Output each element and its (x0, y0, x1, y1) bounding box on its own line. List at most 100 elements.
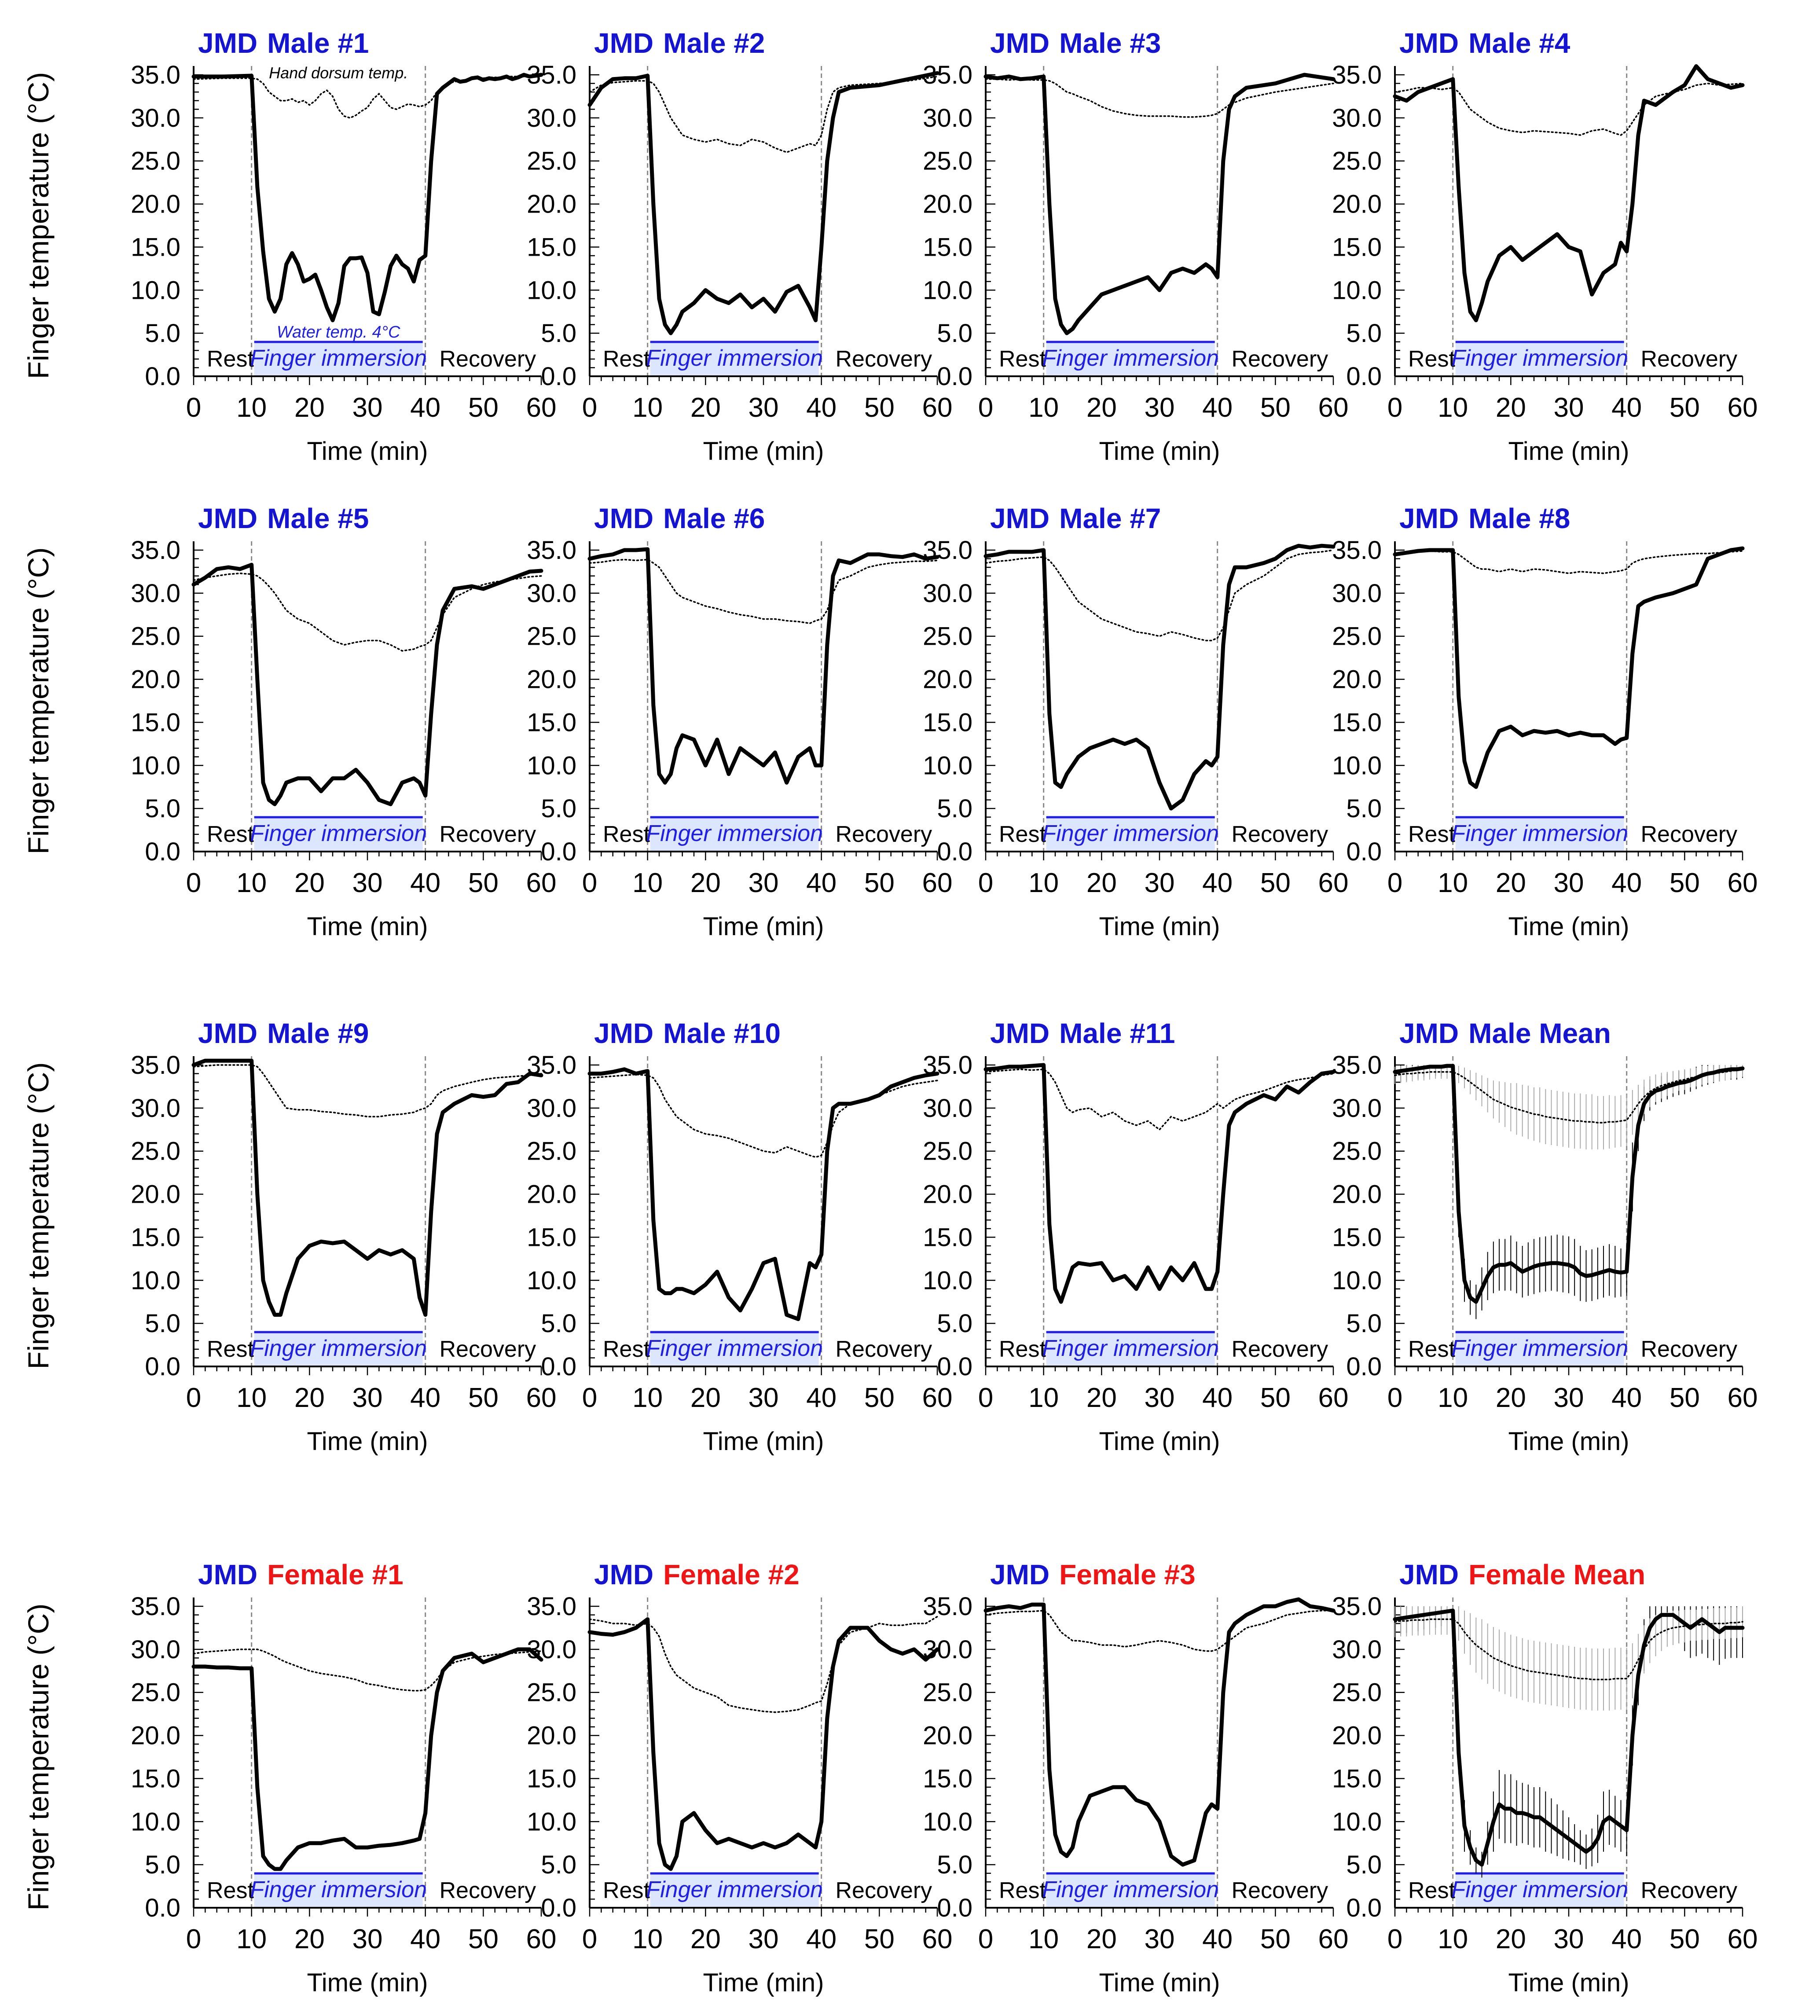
finger-temperature-series (1393, 64, 1745, 323)
phase-label-immersion: Finger immersion (1042, 1336, 1219, 1361)
x-tick-label: 10 (1028, 1924, 1059, 1954)
x-tick-label: 20 (690, 1924, 721, 1954)
chart-title-prefix: JMD (990, 1017, 1049, 1049)
x-tick-label: 50 (468, 1924, 499, 1954)
x-tick-label: 30 (1145, 393, 1175, 423)
y-tick-label: 25.0 (131, 147, 180, 176)
y-tick-label: 0.0 (145, 1894, 180, 1922)
phase-label-immersion: Finger immersion (1451, 821, 1628, 846)
phase-label-recovery: Recovery (1232, 1878, 1328, 1903)
y-tick-label: 20.0 (527, 665, 576, 694)
y-tick-label: 20.0 (527, 1722, 576, 1750)
chart-title-main: Male #6 (663, 503, 765, 534)
y-tick-label: 20.0 (527, 1180, 576, 1209)
y-tick-label: 15.0 (131, 233, 180, 261)
y-tick-label: 20.0 (1332, 665, 1382, 694)
chart-panel: JMD Male #3 0.0 5.0 10.0 15.0 20.0 25.0 30.0 35.0… (923, 27, 1348, 466)
immersion-band (650, 1873, 819, 1907)
x-tick-label: 50 (864, 868, 895, 898)
x-tick-label: 50 (1670, 393, 1700, 423)
phase-label-rest: Rest (999, 346, 1046, 372)
x-tick-label: 60 (922, 1924, 953, 1954)
x-tick-label: 50 (864, 1924, 895, 1954)
y-tick-label: 35.0 (527, 61, 576, 89)
y-tick-label: 20.0 (1332, 1722, 1382, 1750)
hand-dorsum-series (985, 78, 1334, 118)
finger-temperature-series (191, 1058, 543, 1317)
chart-title-main: Male #8 (1468, 503, 1570, 534)
chart-title-prefix: JMD (198, 503, 257, 534)
y-tick-label: 20.0 (1332, 1180, 1382, 1209)
x-axis-title: Time (min) (1508, 1968, 1629, 1997)
phase-label-recovery: Recovery (440, 822, 536, 847)
y-tick-label: 15.0 (131, 1223, 180, 1252)
chart-title-prefix: JMD (594, 503, 653, 534)
y-tick-label: 35.0 (923, 1051, 972, 1080)
x-tick-label: 0 (582, 1383, 597, 1413)
x-tick-label: 0 (582, 1924, 597, 1954)
y-tick-label: 25.0 (527, 1137, 576, 1166)
chart-title-prefix: JMD (990, 27, 1049, 59)
finger-temperature-series (983, 73, 1336, 335)
phase-label-immersion: Finger immersion (1451, 1877, 1628, 1902)
x-tick-label: 40 (1611, 1383, 1642, 1413)
phase-label-recovery: Recovery (1232, 346, 1328, 372)
x-tick-label: 50 (468, 393, 499, 423)
x-tick-label: 40 (1202, 1383, 1233, 1413)
x-tick-label: 0 (978, 868, 993, 898)
x-tick-label: 0 (582, 393, 597, 423)
phase-label-immersion: Finger immersion (250, 1877, 427, 1902)
y-tick-label: 35.0 (923, 1592, 972, 1621)
y-tick-label: 10.0 (131, 276, 180, 305)
x-tick-label: 30 (1554, 393, 1584, 423)
chart-title-main: Female #2 (663, 1559, 800, 1590)
x-axis-title: Time (min) (1099, 1968, 1220, 1997)
x-tick-label: 60 (1728, 868, 1758, 898)
phase-label-recovery: Recovery (836, 1337, 932, 1362)
chart-title-main: Male #11 (1059, 1017, 1175, 1049)
x-tick-label: 20 (690, 1383, 721, 1413)
x-axis-title: Time (min) (703, 1968, 824, 1997)
chart-title-prefix: JMD (594, 1559, 653, 1590)
hand-dorsum-series (193, 1064, 542, 1118)
x-tick-label: 0 (978, 1924, 993, 1954)
hand-dorsum-annotation: Hand dorsum temp. (269, 64, 408, 82)
chart-title: JMD Male #11 (990, 1017, 1175, 1049)
chart-title-main: Male #2 (663, 27, 765, 59)
chart-title-prefix: JMD (198, 1559, 257, 1590)
chart-title-main: Male #9 (267, 1017, 369, 1049)
x-tick-label: 30 (1145, 1924, 1175, 1954)
x-tick-label: 50 (864, 1383, 895, 1413)
y-tick-label: 30.0 (1332, 104, 1382, 132)
phase-label-immersion: Finger immersion (646, 821, 823, 846)
y-tick-label: 10.0 (1332, 751, 1382, 780)
x-tick-label: 40 (1611, 393, 1642, 423)
chart-panel: JMD Female Mean 0.0 5.0 10.0 15.0 20.0 25.0 30.0… (1332, 1559, 1758, 1997)
y-tick-label: 25.0 (131, 1137, 180, 1166)
y-tick-label: 20.0 (131, 665, 180, 694)
hand-dorsum-series (1394, 550, 1743, 574)
chart-title-main: Female #1 (267, 1559, 404, 1590)
y-tick-label: 15.0 (923, 1223, 972, 1252)
x-tick-label: 10 (632, 393, 663, 423)
y-tick-label: 10.0 (1332, 1807, 1382, 1836)
x-tick-label: 20 (1496, 868, 1526, 898)
finger-temperature-series (983, 1597, 1336, 1867)
x-tick-label: 10 (632, 1383, 663, 1413)
chart-panel: JMD Female #3 0.0 5.0 10.0 15.0 20.0 25.0 30.0 35… (923, 1559, 1348, 1997)
y-tick-label: 30.0 (923, 1635, 972, 1664)
phase-label-rest: Rest (1408, 1878, 1455, 1903)
y-tick-label: 35.0 (1332, 1051, 1382, 1080)
y-tick-label: 15.0 (1332, 1764, 1382, 1793)
phase-label-rest: Rest (603, 822, 650, 847)
x-tick-label: 0 (186, 393, 201, 423)
x-tick-label: 10 (632, 868, 663, 898)
x-tick-label: 60 (1318, 868, 1349, 898)
immersion-band (254, 342, 423, 375)
x-tick-label: 30 (1554, 1924, 1584, 1954)
finger-temperature-series (191, 1647, 543, 1871)
x-tick-label: 60 (1318, 1924, 1349, 1954)
y-tick-label: 35.0 (131, 536, 180, 565)
chart-panel: JMD Male #2 0.0 5.0 10.0 15.0 20.0 25.0 30.0 35.0… (527, 27, 952, 466)
y-tick-label: 15.0 (131, 708, 180, 737)
